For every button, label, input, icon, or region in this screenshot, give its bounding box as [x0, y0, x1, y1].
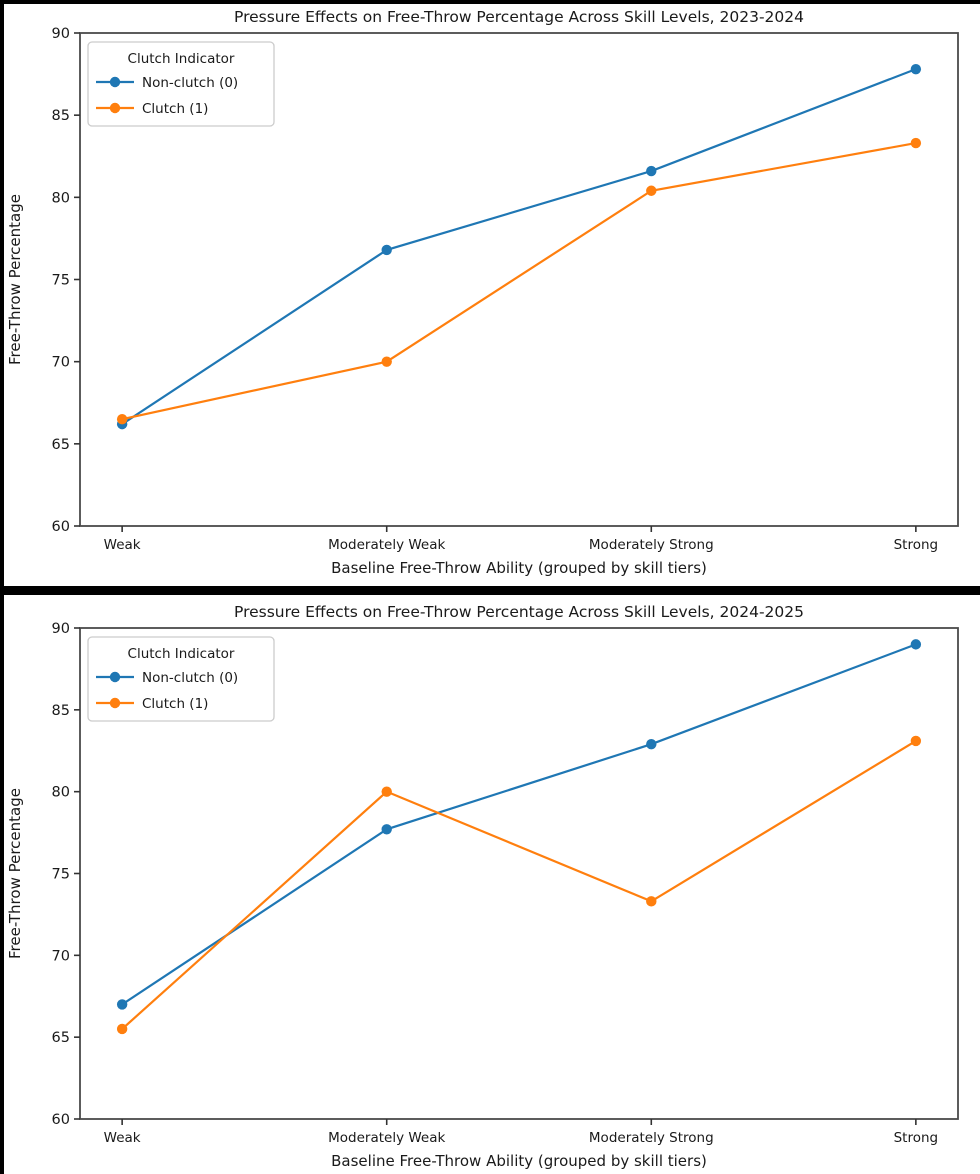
y-tick-label: 85	[52, 703, 70, 719]
x-tick-label: Strong	[894, 537, 939, 553]
y-axis-label: Free-Throw Percentage	[6, 194, 24, 365]
x-tick-label: Moderately Strong	[589, 537, 714, 553]
y-tick-label: 75	[52, 273, 70, 289]
legend: Clutch Indicator Non-clutch (0) Clutch (1)	[87, 636, 275, 722]
series-line-clutch	[121, 142, 917, 421]
y-tick-label: 80	[52, 785, 70, 801]
legend-swatch-marker	[109, 671, 121, 683]
legend: Clutch Indicator Non-clutch (0) Clutch (1)	[87, 41, 275, 127]
legend-title: Clutch Indicator	[128, 51, 235, 67]
chart-2023-2024: 60 65 70 75 80 85 90 Weak Moderately Weak Moderat…	[0, 0, 980, 586]
x-tick-label: Moderately Weak	[328, 537, 445, 553]
data-point	[910, 735, 922, 747]
x-axis-label: Baseline Free-Throw Ability (grouped by …	[331, 1152, 707, 1170]
y-tick-label: 60	[52, 519, 70, 535]
data-point	[116, 999, 128, 1010]
legend-swatch-marker	[109, 102, 121, 114]
legend-title: Clutch Indicator	[128, 646, 235, 662]
chart-title: Pressure Effects on Free-Throw Percentag…	[234, 8, 804, 26]
series-line-non-clutch	[121, 643, 917, 1006]
data-point	[646, 896, 657, 907]
y-tick-label: 65	[52, 437, 70, 453]
data-point	[910, 63, 922, 75]
legend-entry-label: Non-clutch (0)	[142, 75, 238, 91]
y-tick-label: 70	[52, 355, 70, 371]
photo-edge-left	[0, 0, 4, 1174]
y-tick-label: 75	[52, 867, 70, 883]
legend-swatch-marker	[109, 76, 121, 88]
y-tick-label: 85	[52, 108, 70, 124]
x-tick-label: Weak	[104, 537, 141, 553]
chart-divider-bar	[0, 586, 980, 595]
photo-edge-top	[0, 0, 980, 4]
y-axis-label: Free-Throw Percentage	[6, 788, 24, 959]
y-tick-label: 65	[52, 1030, 70, 1046]
line-chart-2023-2024: 60 65 70 75 80 85 90 Weak Moderately Weak Moderat…	[6, 8, 959, 577]
chart-2024-2025: 60 65 70 75 80 85 90 Weak Moderately Weak Moderat…	[0, 595, 980, 1174]
data-point	[381, 786, 392, 797]
data-point	[381, 824, 392, 835]
data-point	[646, 739, 657, 750]
data-point	[116, 1023, 128, 1035]
x-tick-label: Moderately Strong	[589, 1130, 714, 1146]
legend-box	[87, 636, 275, 722]
line-chart-2024-2025: 60 65 70 75 80 85 90 Weak Moderately Weak Moderat…	[6, 603, 959, 1170]
data-point	[381, 244, 392, 256]
series-line-clutch	[121, 739, 917, 1030]
data-point	[910, 137, 922, 149]
x-tick-label: Moderately Weak	[328, 1130, 445, 1146]
x-tick-label: Weak	[104, 1130, 141, 1146]
legend-swatch-marker	[109, 697, 121, 709]
data-point	[910, 639, 922, 650]
legend-box	[87, 41, 275, 127]
legend-entry-label: Clutch (1)	[142, 696, 208, 712]
data-point	[646, 165, 657, 177]
x-tick-label: Strong	[894, 1130, 939, 1146]
y-tick-label: 90	[52, 26, 70, 42]
chart-title: Pressure Effects on Free-Throw Percentag…	[234, 603, 804, 621]
x-axis-label: Baseline Free-Throw Ability (grouped by …	[331, 559, 707, 577]
y-tick-label: 90	[52, 621, 70, 637]
y-tick-label: 70	[52, 948, 70, 964]
data-point	[116, 413, 128, 425]
legend-entry-label: Clutch (1)	[142, 101, 208, 117]
y-tick-label: 60	[52, 1112, 70, 1128]
legend-entry-label: Non-clutch (0)	[142, 670, 238, 686]
y-tick-label: 80	[52, 190, 70, 206]
data-point	[381, 356, 392, 367]
data-point	[646, 185, 657, 196]
series-line-non-clutch	[121, 68, 917, 426]
